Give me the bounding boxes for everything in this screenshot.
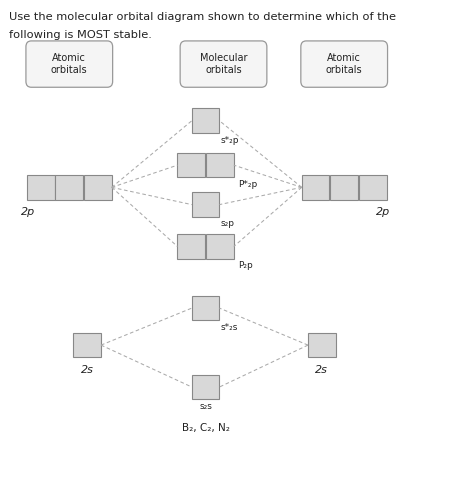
Text: 2p: 2p bbox=[21, 207, 35, 217]
Text: Atomic
orbitals: Atomic orbitals bbox=[326, 53, 363, 75]
FancyBboxPatch shape bbox=[302, 175, 329, 200]
Text: P₂p: P₂p bbox=[238, 261, 253, 270]
Text: Molecular
orbitals: Molecular orbitals bbox=[200, 53, 247, 75]
Text: s₂p: s₂p bbox=[221, 219, 235, 228]
FancyBboxPatch shape bbox=[180, 41, 267, 87]
Text: s*₂s: s*₂s bbox=[221, 323, 238, 332]
FancyBboxPatch shape bbox=[359, 175, 387, 200]
FancyBboxPatch shape bbox=[192, 192, 219, 217]
FancyBboxPatch shape bbox=[177, 234, 205, 259]
Text: P*₂p: P*₂p bbox=[238, 180, 257, 189]
FancyBboxPatch shape bbox=[192, 375, 219, 399]
FancyBboxPatch shape bbox=[330, 175, 358, 200]
FancyBboxPatch shape bbox=[192, 108, 219, 133]
FancyBboxPatch shape bbox=[301, 41, 388, 87]
FancyBboxPatch shape bbox=[27, 175, 55, 200]
FancyBboxPatch shape bbox=[206, 153, 234, 177]
FancyBboxPatch shape bbox=[84, 175, 112, 200]
FancyBboxPatch shape bbox=[192, 296, 219, 320]
Text: B₂, C₂, N₂: B₂, C₂, N₂ bbox=[182, 423, 229, 433]
Text: following is MOST stable.: following is MOST stable. bbox=[9, 30, 152, 39]
Text: s*₂p: s*₂p bbox=[221, 136, 239, 144]
FancyBboxPatch shape bbox=[308, 333, 336, 357]
Text: 2p: 2p bbox=[376, 207, 390, 217]
Text: s₂s: s₂s bbox=[199, 402, 212, 411]
Text: 2s: 2s bbox=[81, 365, 93, 375]
Text: Use the molecular orbital diagram shown to determine which of the: Use the molecular orbital diagram shown … bbox=[9, 12, 396, 22]
Text: 2s: 2s bbox=[315, 365, 328, 375]
FancyBboxPatch shape bbox=[206, 234, 234, 259]
FancyBboxPatch shape bbox=[55, 175, 83, 200]
FancyBboxPatch shape bbox=[26, 41, 113, 87]
FancyBboxPatch shape bbox=[73, 333, 101, 357]
FancyBboxPatch shape bbox=[177, 153, 205, 177]
Text: Atomic
orbitals: Atomic orbitals bbox=[51, 53, 88, 75]
